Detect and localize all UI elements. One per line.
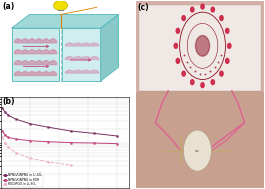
Circle shape bbox=[182, 16, 185, 20]
Circle shape bbox=[176, 58, 179, 63]
Polygon shape bbox=[11, 28, 59, 81]
Legend: NPNG/GNPNG in Li₂SO₄, NPNG/GNPNG in KOH, RGO/RGO in Li₂SO₄: NPNG/GNPNG in Li₂SO₄, NPNG/GNPNG in KOH,… bbox=[2, 172, 43, 187]
Circle shape bbox=[211, 7, 214, 12]
Circle shape bbox=[226, 28, 229, 33]
Circle shape bbox=[176, 28, 179, 33]
Circle shape bbox=[220, 71, 223, 76]
Circle shape bbox=[183, 130, 211, 171]
Circle shape bbox=[182, 71, 185, 76]
Circle shape bbox=[191, 80, 194, 85]
Circle shape bbox=[191, 7, 194, 12]
Circle shape bbox=[54, 1, 68, 10]
Polygon shape bbox=[63, 28, 101, 81]
Circle shape bbox=[174, 43, 178, 48]
Circle shape bbox=[201, 83, 204, 88]
Circle shape bbox=[228, 43, 231, 48]
Text: sc: sc bbox=[195, 149, 200, 153]
Circle shape bbox=[201, 4, 204, 9]
Text: (c): (c) bbox=[138, 3, 149, 12]
Text: (a): (a) bbox=[3, 2, 15, 11]
Polygon shape bbox=[11, 15, 118, 28]
Polygon shape bbox=[101, 15, 118, 81]
Circle shape bbox=[226, 58, 229, 63]
Circle shape bbox=[211, 80, 214, 85]
Bar bbox=[139, 5, 261, 91]
Circle shape bbox=[196, 36, 210, 56]
Circle shape bbox=[220, 16, 223, 20]
Bar bbox=[136, 92, 264, 188]
Text: (b): (b) bbox=[3, 97, 15, 106]
